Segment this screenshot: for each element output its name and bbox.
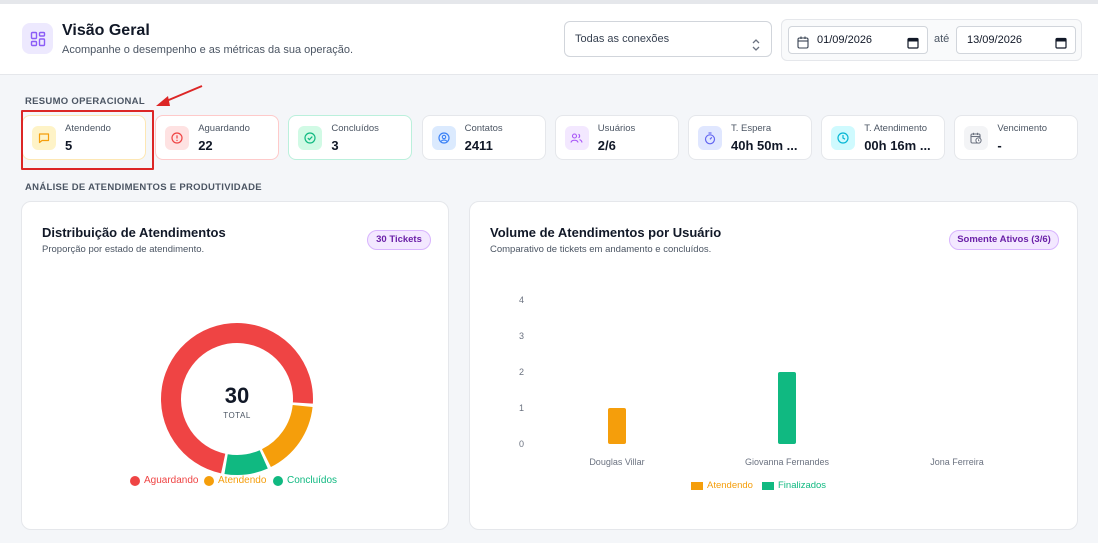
legend-dot (273, 475, 283, 486)
kpi-label: Concluídos (331, 123, 379, 134)
analysis-section-label: ANÁLISE DE ATENDIMENTOS E PRODUTIVIDADE (25, 182, 262, 193)
calendar-clock-icon (964, 126, 989, 150)
legend-swatch (762, 481, 774, 490)
y-tick-label: 3 (519, 331, 524, 341)
kpi-card-t-atendimento[interactable]: T. Atendimento 00h 16m ... (821, 115, 946, 160)
calendar-picker-icon[interactable] (907, 33, 919, 59)
kpi-label: Atendendo (65, 123, 111, 134)
distribution-card-title: Distribuição de Atendimentos (42, 225, 226, 240)
kpi-label: Contatos (464, 123, 503, 134)
date-range: 01/09/2026 até 13/09/2026 (781, 19, 1082, 61)
distribution-card-subtitle: Proporção por estado de atendimento. (42, 244, 205, 255)
bar-chart: 0 1 2 3 4 Douglas Villar Giovanna Fernandes Jon… (519, 295, 984, 467)
donut-total-value: 30 (225, 383, 249, 408)
kpi-card-usu-rios[interactable]: Usuários 2/6 (554, 115, 679, 160)
donut-chart: 30 TOTAL (161, 323, 313, 475)
kpi-label: T. Espera (731, 123, 772, 134)
volume-card: Volume de Atendimentos por Usuário Compa… (469, 201, 1078, 530)
contact-icon (431, 126, 456, 150)
bar-finalizados-1[interactable] (778, 372, 796, 444)
summary-section-label: RESUMO OPERACIONAL (25, 96, 145, 107)
kpi-value: - (997, 138, 1002, 153)
date-separator: até (934, 33, 950, 45)
connection-select-value: Todas as conexões (575, 33, 670, 45)
kpi-value: 22 (198, 138, 213, 153)
chat-icon (32, 126, 56, 150)
date-to-field[interactable]: 13/09/2026 (956, 26, 1076, 54)
connection-select[interactable]: Todas as conexões (564, 21, 772, 57)
legend-item-aguardando[interactable]: Aguardando (130, 475, 199, 486)
y-tick-label: 0 (519, 439, 524, 449)
tickets-badge: 30 Tickets (367, 230, 431, 250)
date-to-value: 13/09/2026 (967, 34, 1023, 46)
y-tick-label: 2 (519, 367, 524, 377)
kpi-label: Usuários (597, 123, 636, 134)
legend-item-finalizados[interactable]: Finalizados (762, 480, 826, 491)
legend-swatch (691, 481, 703, 490)
active-users-badge: Somente Ativos (3/6) (949, 230, 1059, 250)
date-from-value: 01/09/2026 (817, 34, 873, 46)
kpi-label: T. Atendimento (864, 123, 928, 134)
check-circle-icon (298, 126, 323, 150)
dashboard-grid-icon (22, 23, 53, 54)
kpi-card-conclu-dos[interactable]: Concluídos 3 (288, 115, 413, 160)
kpi-label: Aguardando (198, 123, 250, 134)
legend-label: Atendendo (707, 480, 753, 491)
annotation-arrow-icon (156, 85, 203, 106)
kpi-value: 00h 16m ... (864, 138, 931, 153)
legend-item-atendendo[interactable]: Atendendo (691, 480, 753, 491)
legend-dot (204, 475, 214, 486)
chevron-up-down-icon (751, 32, 761, 66)
legend-label: Finalizados (778, 480, 827, 491)
x-tick-label: Douglas Villar (589, 457, 644, 467)
volume-card-title: Volume de Atendimentos por Usuário (490, 225, 722, 240)
kpi-value: 5 (65, 138, 73, 153)
kpi-card-vencimento[interactable]: Vencimento - (954, 115, 1079, 160)
date-from-field[interactable]: 01/09/2026 (788, 26, 928, 54)
page-subtitle: Acompanhe o desempenho e as métricas da … (62, 44, 354, 56)
alert-circle-icon (165, 126, 190, 150)
kpi-card-t-espera[interactable]: T. Espera 40h 50m ... (688, 115, 812, 160)
kpi-card-contatos[interactable]: Contatos 2411 (421, 115, 546, 160)
top-border (0, 0, 1098, 4)
legend-label: Aguardando (144, 475, 199, 486)
stopwatch-icon (698, 126, 722, 150)
kpi-label: Vencimento (997, 123, 1048, 134)
x-tick-label: Giovanna Fernandes (745, 457, 830, 467)
donut-slice-concluídos[interactable] (224, 450, 268, 475)
distribution-card: Distribuição de Atendimentos Proporção p… (21, 201, 449, 530)
calendar-icon (797, 33, 809, 59)
x-tick-label: Jona Ferreira (930, 457, 984, 467)
legend-dot (130, 475, 140, 486)
calendar-picker-icon[interactable] (1055, 33, 1067, 59)
volume-card-subtitle: Comparativo de tickets em andamento e co… (490, 244, 712, 255)
page-header: Visão Geral Acompanhe o desempenho e as … (0, 4, 1098, 75)
page-title: Visão Geral (62, 22, 150, 39)
y-tick-label: 4 (519, 295, 524, 305)
kpi-value: 2/6 (597, 138, 616, 153)
kpi-card-aguardando[interactable]: Aguardando 22 (155, 115, 280, 160)
y-tick-label: 1 (519, 403, 524, 413)
kpi-value: 3 (331, 138, 339, 153)
legend-label: Concluídos (287, 475, 338, 486)
clock-icon (831, 126, 856, 150)
users-icon (564, 126, 589, 150)
legend-item-atendendo[interactable]: Atendendo (204, 475, 266, 486)
annotation-highlight-box (21, 110, 154, 170)
legend-label: Atendendo (218, 475, 267, 486)
donut-slice-atendendo[interactable] (261, 404, 313, 468)
donut-total-label: TOTAL (223, 411, 251, 420)
bar-atendendo-0[interactable] (608, 408, 626, 444)
kpi-value: 40h 50m ... (731, 138, 798, 153)
kpi-value: 2411 (464, 138, 493, 153)
legend-item-concluídos[interactable]: Concluídos (273, 475, 337, 486)
